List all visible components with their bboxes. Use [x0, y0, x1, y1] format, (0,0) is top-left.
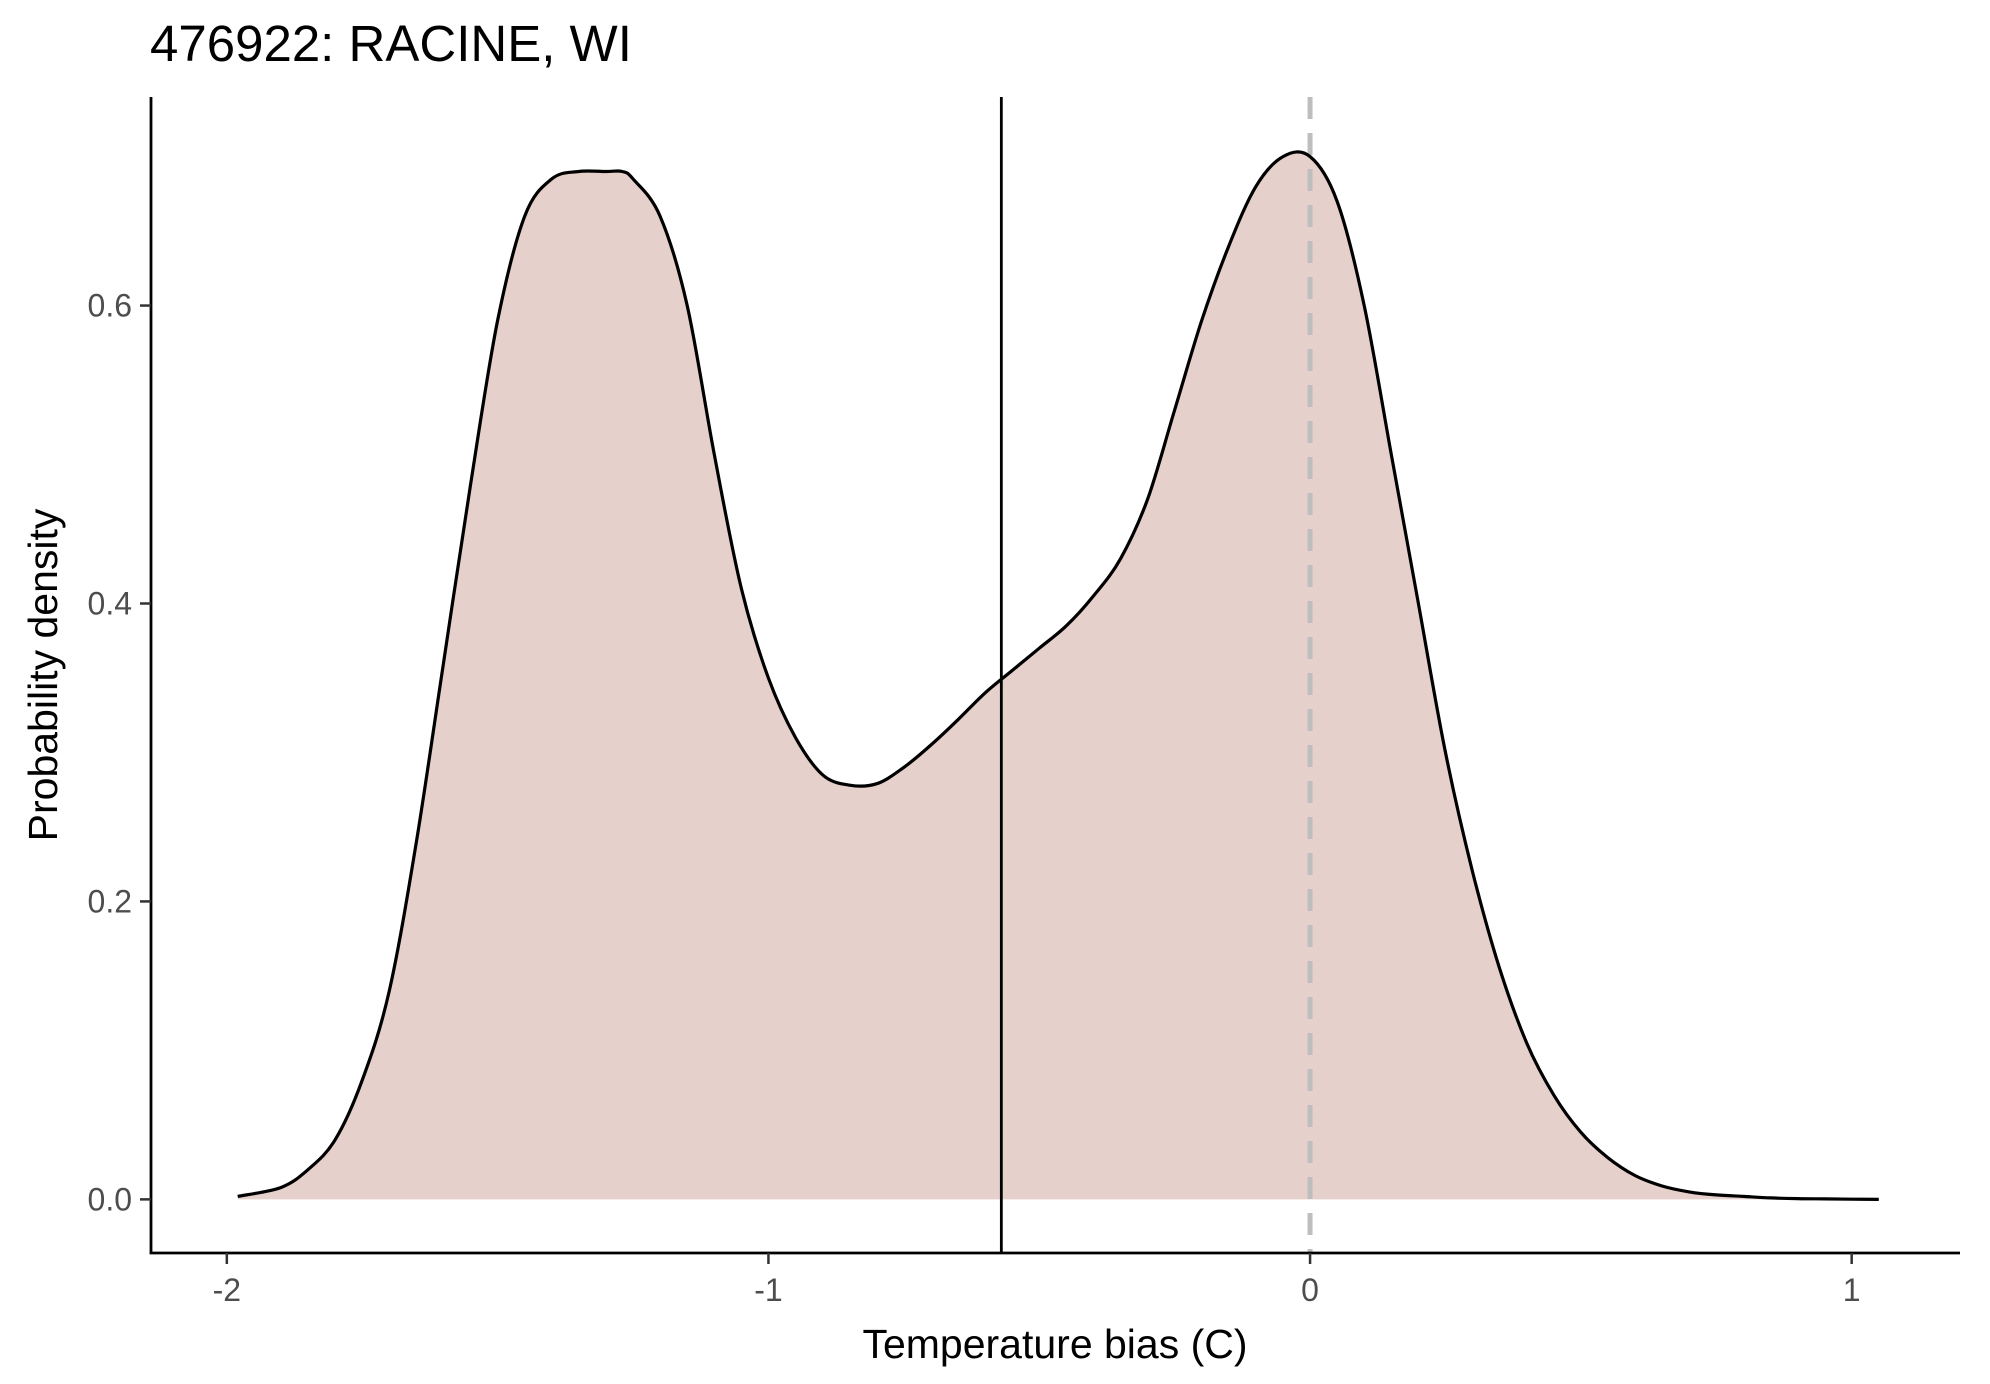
x-axis-ticks: -2 -1 0 1 — [213, 1253, 1861, 1308]
y-tick-label: 0.0 — [88, 1181, 132, 1217]
y-axis-title: Probability density — [20, 508, 66, 841]
x-tick-label: -2 — [213, 1272, 241, 1308]
y-tick-label: 0.2 — [88, 883, 132, 919]
chart-title: 476922: RACINE, WI — [150, 15, 632, 72]
x-tick-label: 0 — [1301, 1272, 1319, 1308]
y-tick-label: 0.4 — [88, 585, 132, 621]
x-axis-title: Temperature bias (C) — [862, 1321, 1247, 1367]
y-axis-ticks: 0.0 0.2 0.4 0.6 — [88, 288, 151, 1217]
y-tick-label: 0.6 — [88, 288, 132, 324]
x-tick-label: -1 — [754, 1272, 782, 1308]
plot-area — [237, 97, 1879, 1253]
density-curve — [237, 150, 1879, 1201]
x-tick-label: 1 — [1843, 1272, 1861, 1308]
density-area — [237, 151, 1879, 1200]
